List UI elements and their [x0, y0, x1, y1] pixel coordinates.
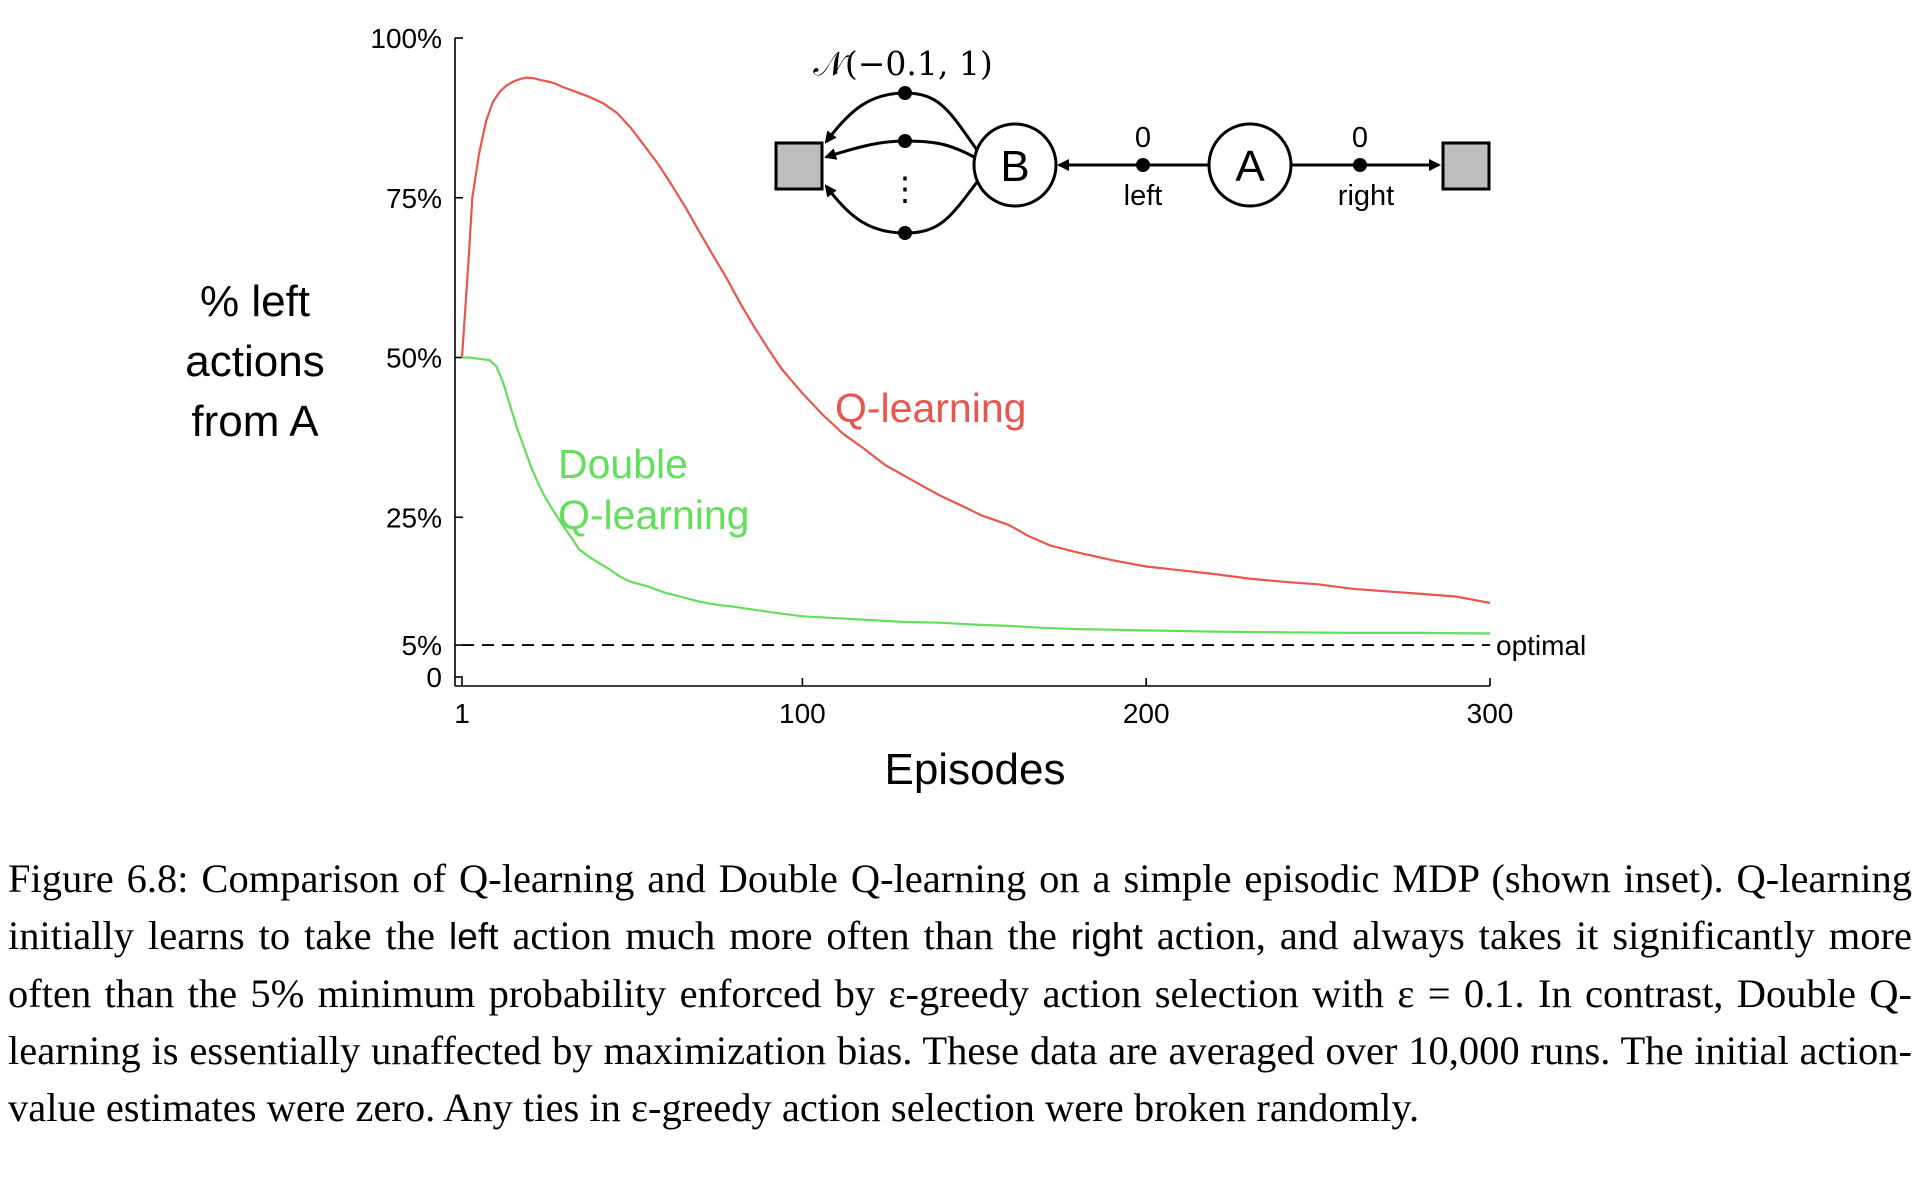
y-axis-title-line-2: actions	[185, 337, 324, 386]
left-action-label: left	[1124, 180, 1163, 212]
figure-caption: Figure 6.8: Comparison of Q-learning and…	[8, 850, 1912, 1136]
y-axis-title-line-3: from A	[191, 397, 319, 446]
y-tick-label: 0	[426, 662, 442, 693]
y-tick-label: 5%	[402, 630, 442, 661]
state-a-letter: A	[1235, 142, 1265, 191]
caption-word-left: left	[449, 916, 499, 957]
double-q-learning-label: Double Q-learning	[558, 441, 749, 538]
x-tick-label: 200	[1123, 698, 1170, 729]
x-tick-label: 300	[1467, 698, 1514, 729]
y-tick-label: 100%	[370, 23, 442, 54]
q-learning-label: Q-learning	[835, 385, 1026, 431]
left-action-dot	[1136, 158, 1150, 172]
caption-word-right: right	[1070, 916, 1143, 957]
y-axis-title-line-1: % left	[200, 277, 310, 326]
state-b-letter: B	[1000, 142, 1029, 191]
x-tick-label: 1	[454, 698, 470, 729]
double-q-learning-line	[462, 356, 1491, 635]
y-ticks: 05% 25% 50% 75% 100%	[370, 23, 463, 693]
caption-mid: action much more often than the	[498, 913, 1071, 958]
series-label-line: Double	[558, 441, 688, 487]
y-tick-label: 25%	[386, 502, 442, 533]
optimal-label: optimal	[1496, 630, 1586, 661]
state-b-node	[972, 122, 1058, 208]
left-terminal-state	[774, 141, 824, 191]
b-action-dot-top	[898, 86, 912, 100]
x-ticks: 1 100 200 300	[454, 678, 1513, 729]
b-action-dot-middle	[898, 134, 912, 148]
caption-tail: action, and always takes it significantl…	[8, 913, 1913, 1130]
left-reward: 0	[1135, 122, 1151, 154]
x-axis-title: Episodes	[884, 745, 1065, 794]
right-action-label: right	[1338, 180, 1394, 212]
series-label-line: Q-learning	[835, 385, 1026, 431]
b-action-dot-bottom	[898, 226, 912, 240]
x-tick-label: 100	[779, 698, 826, 729]
b-reward-distribution: 𝒩(−0.1, 1)	[813, 44, 992, 83]
mdp-inset-diagram: B A 0 left 0 right ⋮ 𝒩(−0.1, 1)	[774, 44, 1491, 240]
right-reward: 0	[1352, 122, 1368, 154]
right-terminal-state	[1441, 141, 1491, 191]
y-tick-label: 75%	[386, 183, 442, 214]
right-action-dot	[1353, 158, 1367, 172]
caption-head: Figure 6.8: Comparison of Q-learning and…	[8, 856, 1912, 958]
series-label-line: Q-learning	[558, 492, 749, 538]
q-learning-line	[460, 76, 1491, 604]
b-action-ellipsis: ⋮	[889, 169, 922, 208]
y-tick-label: 50%	[386, 343, 442, 374]
